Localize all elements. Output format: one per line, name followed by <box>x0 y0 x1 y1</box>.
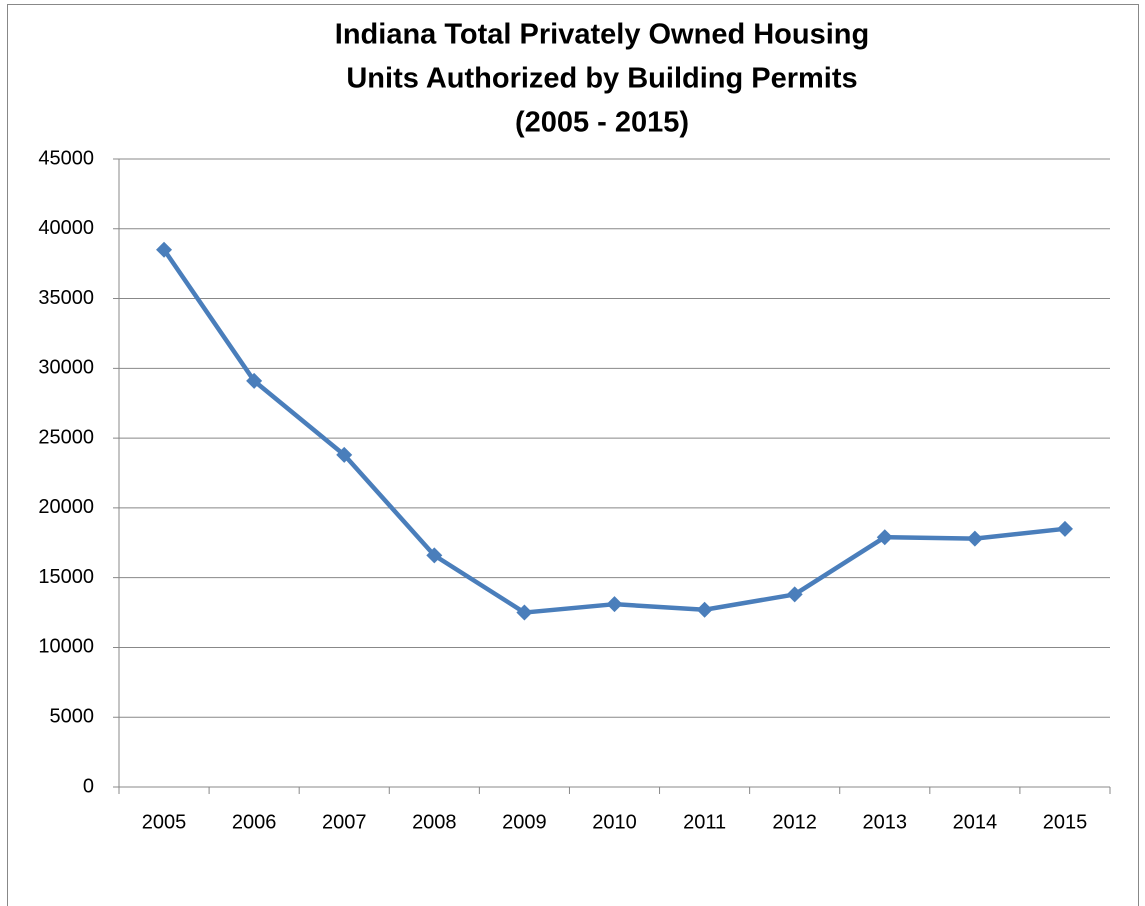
data-point <box>606 596 623 613</box>
data-point <box>966 530 983 547</box>
y-tick-label: 0 <box>83 775 94 797</box>
y-tick-label: 5000 <box>50 706 95 728</box>
data-point <box>426 547 443 564</box>
data-point <box>516 604 533 621</box>
data-point <box>876 529 893 546</box>
x-tick-label: 2006 <box>232 811 277 833</box>
y-tick-label: 30000 <box>38 357 94 379</box>
data-point <box>696 601 713 618</box>
x-tick-label: 2005 <box>142 811 187 833</box>
chart-title: Indiana Total Privately Owned Housing <box>335 19 869 51</box>
x-tick-label: 2008 <box>412 811 457 833</box>
y-tick-label: 40000 <box>38 217 94 239</box>
data-point <box>1056 520 1073 537</box>
data-point <box>156 241 173 258</box>
y-tick-label: 35000 <box>38 287 94 309</box>
chart-title: Units Authorized by Building Permits <box>346 63 857 95</box>
data-point <box>336 446 353 463</box>
y-tick-label: 20000 <box>38 496 94 518</box>
x-tick-label: 2013 <box>863 811 908 833</box>
x-tick-label: 2010 <box>592 811 637 833</box>
data-point <box>246 372 263 389</box>
chart-border <box>7 4 1139 906</box>
x-tick-label: 2015 <box>1043 811 1088 833</box>
y-tick-label: 15000 <box>38 566 94 588</box>
x-tick-label: 2007 <box>322 811 367 833</box>
y-tick-label: 10000 <box>38 636 94 658</box>
x-tick-label: 2009 <box>502 811 547 833</box>
x-tick-label: 2012 <box>772 811 817 833</box>
data-point <box>786 586 803 603</box>
x-tick-label: 2014 <box>953 811 998 833</box>
chart-title: (2005 - 2015) <box>515 107 689 139</box>
y-tick-label: 45000 <box>38 147 94 169</box>
y-tick-label: 25000 <box>38 426 94 448</box>
x-tick-label: 2011 <box>683 811 726 833</box>
